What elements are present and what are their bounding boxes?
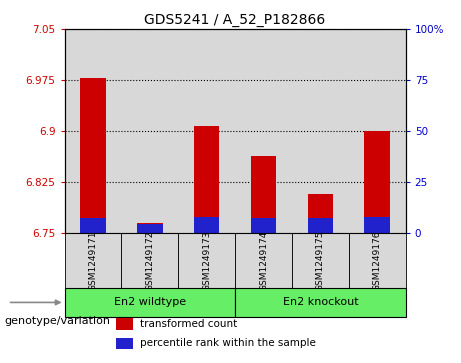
Bar xyxy=(65,287,235,317)
Bar xyxy=(251,156,276,233)
Bar xyxy=(137,223,163,233)
Bar xyxy=(178,29,235,233)
Bar xyxy=(178,233,235,287)
Text: GSM1249176: GSM1249176 xyxy=(373,230,382,291)
Title: GDS5241 / A_52_P182866: GDS5241 / A_52_P182866 xyxy=(144,13,326,26)
Bar xyxy=(365,131,390,233)
Text: GSM1249175: GSM1249175 xyxy=(316,230,325,291)
Bar xyxy=(194,126,219,233)
Bar xyxy=(65,233,121,287)
Bar xyxy=(292,233,349,287)
Bar xyxy=(292,29,349,233)
Bar xyxy=(251,218,276,233)
Text: GSM1249174: GSM1249174 xyxy=(259,230,268,291)
Bar xyxy=(121,29,178,233)
Bar xyxy=(80,217,106,233)
Bar xyxy=(307,218,333,233)
Bar xyxy=(121,233,178,287)
Text: En2 wildtype: En2 wildtype xyxy=(114,297,186,307)
Bar xyxy=(80,78,106,233)
Bar xyxy=(65,29,121,233)
Bar xyxy=(349,233,406,287)
Bar xyxy=(307,195,333,233)
Bar xyxy=(116,318,133,330)
Text: transformed count: transformed count xyxy=(140,319,237,329)
Text: percentile rank within the sample: percentile rank within the sample xyxy=(140,338,315,348)
Bar xyxy=(235,29,292,233)
Text: En2 knockout: En2 knockout xyxy=(283,297,358,307)
Bar xyxy=(194,217,219,233)
Text: GSM1249171: GSM1249171 xyxy=(89,230,97,291)
Bar xyxy=(349,29,406,233)
Text: GSM1249172: GSM1249172 xyxy=(145,230,154,291)
Bar xyxy=(235,233,292,287)
Bar xyxy=(235,287,406,317)
Bar xyxy=(137,224,163,233)
Bar xyxy=(365,217,390,233)
Text: genotype/variation: genotype/variation xyxy=(5,316,111,326)
Bar xyxy=(116,338,133,349)
Text: GSM1249173: GSM1249173 xyxy=(202,230,211,291)
